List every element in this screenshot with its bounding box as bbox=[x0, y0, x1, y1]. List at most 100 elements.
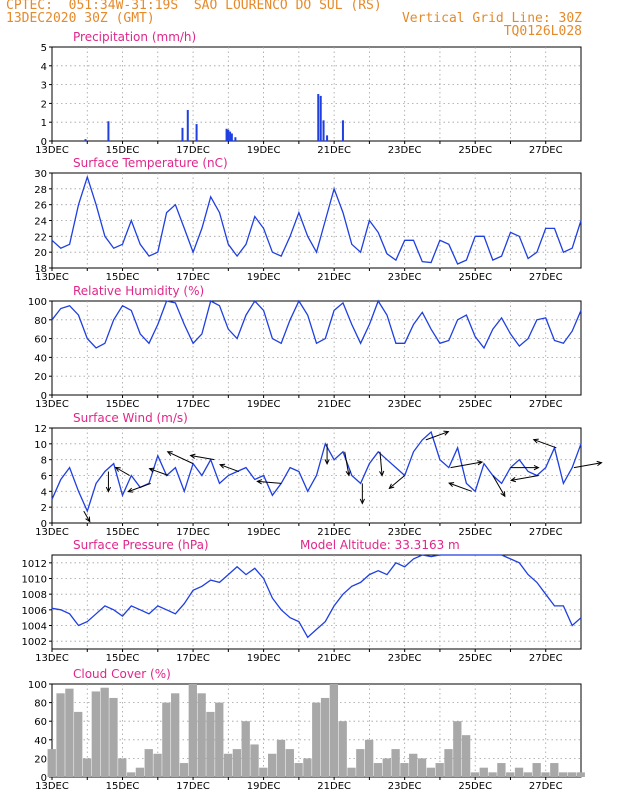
cloud-bar bbox=[259, 767, 268, 777]
cloud-bar bbox=[409, 753, 418, 777]
cloud-bar bbox=[382, 758, 391, 777]
cloud-bar bbox=[188, 684, 197, 777]
cloud-bar bbox=[294, 763, 303, 777]
chart-subtitle: Model Altitude: 33.3163 m bbox=[300, 538, 460, 552]
y-tick-label: 40 bbox=[34, 736, 47, 747]
x-tick-label: 17DEC bbox=[176, 272, 210, 283]
y-tick-label: 100 bbox=[28, 297, 47, 308]
cloud-bar bbox=[426, 767, 436, 777]
x-tick-label: 27DEC bbox=[529, 653, 563, 664]
plot-frame bbox=[51, 46, 582, 142]
x-tick-label: 15DEC bbox=[106, 399, 140, 410]
y-tick-label: 18 bbox=[34, 264, 47, 275]
precip-bar bbox=[186, 109, 189, 141]
y-tick-label: 100 bbox=[28, 680, 47, 691]
x-tick-label: 15DEC bbox=[106, 145, 140, 156]
x-tick-label: 19DEC bbox=[247, 781, 281, 792]
header-datetime: 13DEC2020 30Z (GMT) bbox=[6, 11, 155, 26]
cloud-bar bbox=[417, 758, 427, 777]
x-tick-label: 27DEC bbox=[529, 527, 563, 538]
x-tick-label: 17DEC bbox=[176, 527, 210, 538]
x-tick-label: 27DEC bbox=[529, 781, 563, 792]
y-tick-label: 26 bbox=[34, 201, 47, 212]
x-tick-label: 15DEC bbox=[106, 272, 140, 283]
x-tick-label: 19DEC bbox=[247, 145, 281, 156]
cloud-bar bbox=[435, 763, 444, 777]
chart-title: Surface Temperature (nC) bbox=[73, 156, 228, 170]
cloud-bar bbox=[488, 772, 497, 777]
series-line bbox=[51, 554, 582, 639]
wind-arrow-head bbox=[533, 464, 540, 471]
wind-arrow-head bbox=[532, 438, 539, 444]
wind-arrow bbox=[115, 467, 130, 476]
x-tick-label: 17DEC bbox=[176, 145, 210, 156]
wind-arrow-head bbox=[345, 470, 351, 477]
y-tick-label: 12 bbox=[34, 424, 47, 435]
y-tick-label: 40 bbox=[34, 353, 47, 364]
x-tick-label: 25DEC bbox=[458, 653, 492, 664]
cloud-bar bbox=[197, 693, 206, 777]
y-tick-label: 60 bbox=[34, 335, 47, 346]
wind-arrow bbox=[128, 482, 151, 493]
y-tick-label: 2 bbox=[41, 503, 47, 514]
y-tick-label: 4 bbox=[41, 487, 47, 498]
precip-bar bbox=[181, 127, 184, 141]
wind-arrow bbox=[257, 480, 282, 484]
x-tick-label: 23DEC bbox=[388, 527, 422, 538]
x-tick-label: 13DEC bbox=[35, 781, 69, 792]
x-tick-label: 25DEC bbox=[458, 527, 492, 538]
chart-title: Surface Pressure (hPa) bbox=[73, 538, 209, 552]
wind-arrow bbox=[389, 475, 405, 489]
x-tick-label: 21DEC bbox=[317, 781, 351, 792]
cloud-bar bbox=[541, 772, 550, 777]
y-tick-label: 0 bbox=[41, 137, 47, 148]
x-tick-label: 21DEC bbox=[317, 272, 351, 283]
y-tick-label: 0 bbox=[41, 391, 47, 402]
y-tick-label: 1010 bbox=[22, 575, 47, 586]
x-tick-label: 13DEC bbox=[35, 399, 69, 410]
cloud-bar bbox=[303, 758, 312, 777]
cloud-bar bbox=[550, 763, 559, 777]
y-tick-label: 30 bbox=[34, 169, 47, 180]
y-tick-label: 20 bbox=[34, 248, 47, 259]
cloud-bar bbox=[479, 767, 488, 777]
chart-panel-1: 18 20 22 24 26 28 30 13DEC 15DEC 17DEC 19DEC 21DEC 2… bbox=[34, 156, 582, 283]
cloud-bar bbox=[206, 711, 215, 777]
cloud-bar bbox=[82, 758, 92, 777]
chart-title: Cloud Cover (%) bbox=[73, 667, 171, 681]
y-tick-label: 6 bbox=[41, 472, 47, 483]
cloud-bar bbox=[144, 749, 153, 777]
x-tick-label: 21DEC bbox=[317, 145, 351, 156]
y-tick-label: 2 bbox=[41, 99, 47, 110]
wind-arrow bbox=[492, 475, 506, 497]
wind-arrow-head bbox=[324, 459, 330, 465]
series-line bbox=[51, 299, 582, 350]
precip-bar bbox=[195, 124, 198, 141]
x-tick-label: 23DEC bbox=[388, 145, 422, 156]
cloud-bar bbox=[171, 693, 180, 777]
wind-arrow-head bbox=[477, 460, 484, 466]
cloud-bar bbox=[453, 721, 462, 777]
cloud-bar bbox=[91, 691, 100, 777]
x-tick-label: 25DEC bbox=[458, 272, 492, 283]
x-tick-label: 13DEC bbox=[35, 527, 69, 538]
x-tick-label: 17DEC bbox=[176, 399, 210, 410]
chart-title: Relative Humidity (%) bbox=[73, 284, 204, 298]
wind-arrow bbox=[344, 451, 350, 476]
y-tick-label: 1008 bbox=[22, 590, 47, 601]
cloud-bar bbox=[126, 772, 136, 777]
x-tick-label: 19DEC bbox=[247, 272, 281, 283]
cloud-bar bbox=[532, 763, 541, 777]
wind-arrow-head bbox=[127, 487, 134, 493]
x-tick-label: 25DEC bbox=[458, 399, 492, 410]
cloud-bar bbox=[223, 753, 233, 777]
y-tick-label: 8 bbox=[41, 456, 47, 467]
wind-arrow bbox=[219, 464, 240, 473]
y-tick-label: 1002 bbox=[22, 637, 47, 648]
precip-bar bbox=[107, 121, 110, 141]
y-tick-label: 22 bbox=[34, 232, 47, 243]
cloud-bar bbox=[373, 763, 383, 777]
cloud-bar bbox=[179, 763, 189, 777]
y-tick-label: 1 bbox=[41, 118, 47, 129]
cloud-bar bbox=[268, 753, 277, 777]
